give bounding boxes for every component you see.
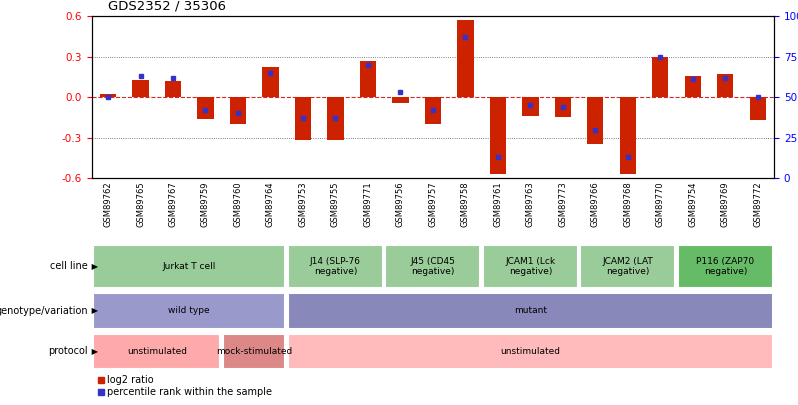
Bar bbox=[93, 334, 220, 369]
Bar bbox=[165, 81, 181, 97]
Bar bbox=[360, 61, 376, 97]
Bar bbox=[580, 245, 675, 288]
Text: GSM89771: GSM89771 bbox=[363, 181, 373, 227]
Bar bbox=[132, 80, 148, 97]
Text: cell line: cell line bbox=[50, 261, 88, 271]
Text: unstimulated: unstimulated bbox=[500, 347, 560, 356]
Text: GSM89769: GSM89769 bbox=[721, 181, 730, 227]
Legend: log2 ratio, percentile rank within the sample: log2 ratio, percentile rank within the s… bbox=[97, 375, 272, 397]
Text: GSM89753: GSM89753 bbox=[298, 181, 307, 227]
Text: JCAM1 (Lck
negative): JCAM1 (Lck negative) bbox=[505, 257, 555, 276]
Text: ▶: ▶ bbox=[89, 306, 98, 315]
Text: P116 (ZAP70
negative): P116 (ZAP70 negative) bbox=[697, 257, 754, 276]
Text: GSM89767: GSM89767 bbox=[168, 181, 177, 227]
Bar bbox=[652, 57, 669, 97]
Bar bbox=[749, 97, 766, 120]
Bar bbox=[93, 293, 286, 328]
Bar bbox=[717, 74, 733, 97]
Bar bbox=[457, 20, 473, 97]
Text: ▶: ▶ bbox=[89, 262, 98, 271]
Bar bbox=[263, 68, 279, 97]
Bar bbox=[223, 334, 286, 369]
Bar bbox=[678, 245, 772, 288]
Text: GSM89760: GSM89760 bbox=[234, 181, 243, 227]
Text: GSM89763: GSM89763 bbox=[526, 181, 535, 227]
Text: GSM89766: GSM89766 bbox=[591, 181, 600, 227]
Bar bbox=[385, 245, 480, 288]
Text: GSM89773: GSM89773 bbox=[559, 181, 567, 227]
Text: GSM89756: GSM89756 bbox=[396, 181, 405, 227]
Bar bbox=[522, 97, 539, 116]
Bar bbox=[294, 97, 311, 141]
Text: GSM89759: GSM89759 bbox=[201, 181, 210, 227]
Text: mutant: mutant bbox=[514, 306, 547, 315]
Text: GSM89754: GSM89754 bbox=[689, 181, 697, 227]
Text: GSM89762: GSM89762 bbox=[104, 181, 113, 227]
Text: GSM89761: GSM89761 bbox=[493, 181, 503, 227]
Text: GSM89757: GSM89757 bbox=[429, 181, 437, 227]
Bar bbox=[587, 97, 603, 145]
Text: wild type: wild type bbox=[168, 306, 210, 315]
Bar bbox=[288, 245, 383, 288]
Bar bbox=[490, 97, 506, 174]
Bar bbox=[327, 97, 344, 141]
Bar bbox=[288, 334, 772, 369]
Text: J14 (SLP-76
negative): J14 (SLP-76 negative) bbox=[310, 257, 361, 276]
Text: GSM89755: GSM89755 bbox=[331, 181, 340, 227]
Bar bbox=[197, 97, 214, 119]
Text: GSM89768: GSM89768 bbox=[623, 181, 632, 227]
Bar bbox=[620, 97, 636, 174]
Text: J45 (CD45
negative): J45 (CD45 negative) bbox=[410, 257, 456, 276]
Bar bbox=[685, 76, 701, 97]
Text: GSM89765: GSM89765 bbox=[136, 181, 145, 227]
Text: GDS2352 / 35306: GDS2352 / 35306 bbox=[108, 0, 226, 12]
Text: GSM89772: GSM89772 bbox=[753, 181, 762, 227]
Text: ▶: ▶ bbox=[89, 347, 98, 356]
Text: mock-stimulated: mock-stimulated bbox=[216, 347, 292, 356]
Text: GSM89764: GSM89764 bbox=[266, 181, 275, 227]
Bar bbox=[425, 97, 441, 124]
Text: genotype/variation: genotype/variation bbox=[0, 306, 88, 316]
Text: Jurkat T cell: Jurkat T cell bbox=[163, 262, 216, 271]
Bar bbox=[230, 97, 246, 124]
Bar bbox=[100, 94, 117, 97]
Text: unstimulated: unstimulated bbox=[127, 347, 187, 356]
Text: JCAM2 (LAT
negative): JCAM2 (LAT negative) bbox=[602, 257, 654, 276]
Bar bbox=[288, 293, 772, 328]
Text: protocol: protocol bbox=[48, 346, 88, 356]
Text: GSM89758: GSM89758 bbox=[461, 181, 470, 227]
Bar bbox=[393, 97, 409, 102]
Text: GSM89770: GSM89770 bbox=[656, 181, 665, 227]
Bar bbox=[93, 245, 286, 288]
Bar bbox=[555, 97, 571, 117]
Bar bbox=[483, 245, 578, 288]
